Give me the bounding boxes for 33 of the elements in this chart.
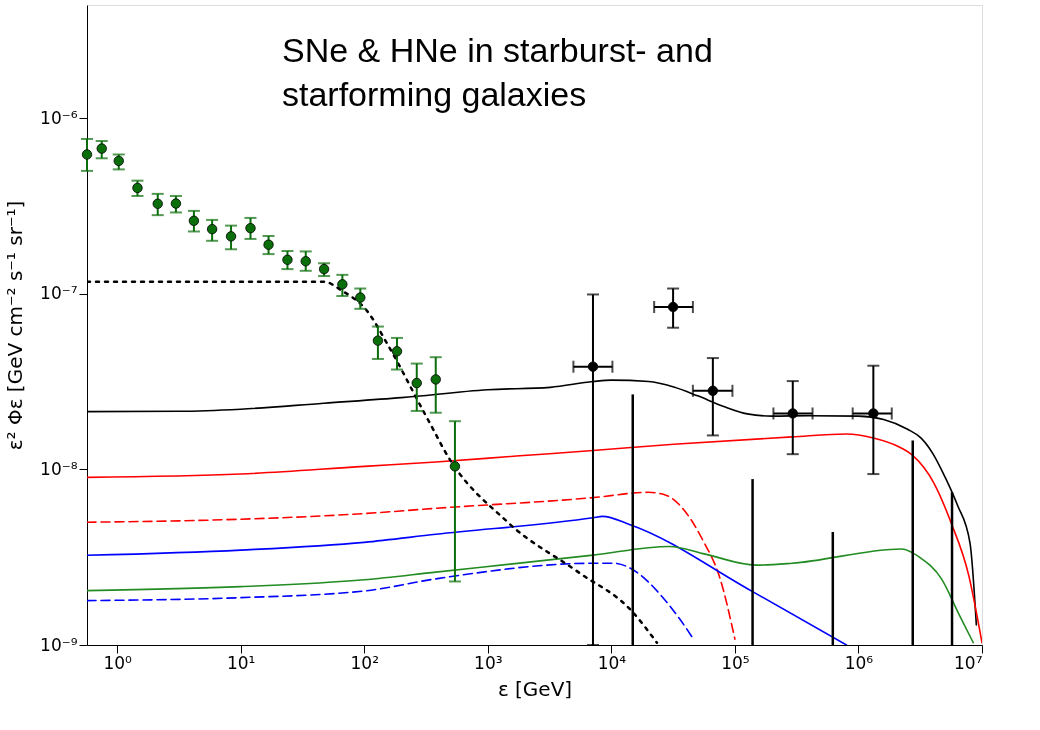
point — [449, 461, 461, 472]
x-tick-label: 10⁵ — [721, 652, 750, 673]
point — [411, 377, 422, 389]
point — [113, 155, 124, 167]
y-tick-label: 10⁻⁶ — [40, 107, 78, 128]
y-tick-label: 10⁻⁹ — [40, 634, 78, 655]
point — [225, 231, 237, 242]
x-tick-label: 10⁶ — [844, 652, 874, 673]
point — [96, 143, 107, 154]
point — [282, 254, 293, 265]
x-tick-label: 10⁰ — [103, 652, 133, 673]
point — [337, 279, 348, 290]
point — [391, 346, 403, 357]
x-axis-title: ε [GeV] — [497, 676, 573, 701]
y-tick-label: 10⁻⁷ — [40, 283, 78, 304]
annotation: SNe & HNe in starburst- and starforming galaxies — [282, 31, 713, 113]
point — [372, 335, 384, 346]
x-tick-label: 10² — [350, 652, 379, 673]
point — [152, 198, 163, 209]
x-tick-label: 10⁴ — [597, 652, 627, 673]
x-tick-label: 10¹ — [226, 652, 256, 673]
point — [300, 256, 311, 267]
point — [170, 198, 182, 209]
x-tick-label: 10³ — [474, 652, 503, 673]
point — [206, 224, 218, 235]
x-tick-label: 10⁷ — [954, 652, 983, 673]
point — [430, 374, 441, 385]
y-axis-title: ε² Φε [GeV cm⁻² s⁻¹ sr⁻¹] — [3, 200, 28, 451]
y-tick-label: 10⁻⁸ — [40, 458, 78, 479]
point — [188, 215, 200, 226]
point — [355, 292, 366, 303]
point — [245, 223, 256, 234]
point — [263, 239, 274, 250]
